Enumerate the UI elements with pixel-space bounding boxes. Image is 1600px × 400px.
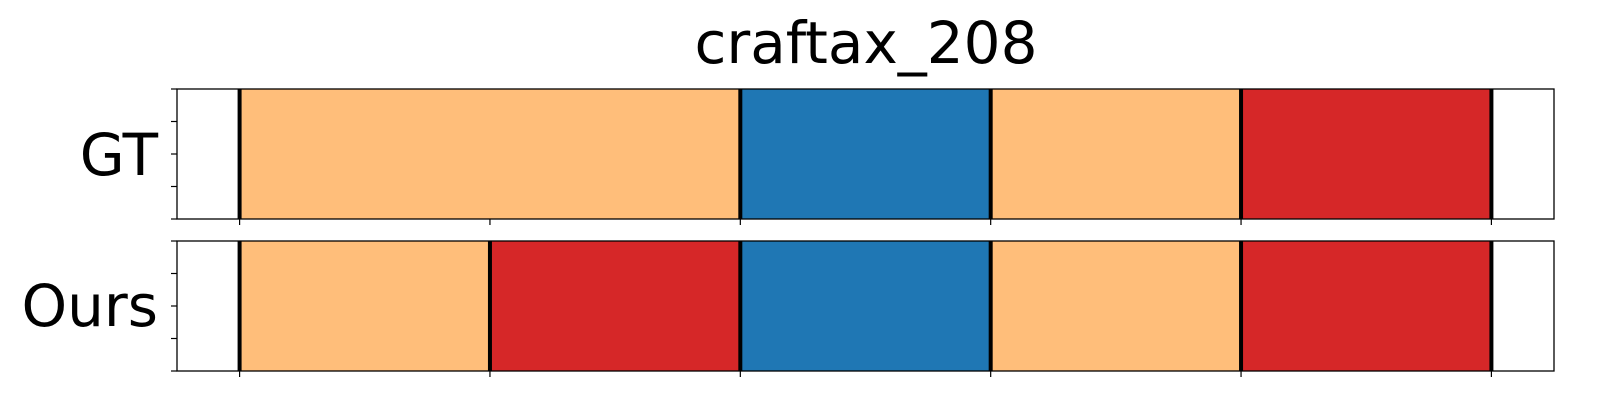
segment-3	[990, 89, 1242, 219]
row-label-ours: Ours	[22, 272, 158, 340]
segment-1	[239, 89, 741, 219]
segment-3	[740, 241, 991, 371]
plot-frame	[176, 88, 1555, 220]
segment-4	[1241, 89, 1492, 219]
row-label-gt: GT	[80, 121, 159, 189]
chart-title: craftax_208	[695, 9, 1038, 77]
gt-plot-area	[171, 88, 1555, 225]
segment-5	[1241, 241, 1492, 371]
plot-frame	[176, 240, 1555, 372]
ours-plot-area	[171, 240, 1555, 377]
segment-4	[990, 241, 1242, 371]
row-ours: Ours	[22, 240, 1555, 377]
segment-1	[239, 241, 490, 371]
row-gt: GT	[80, 88, 1555, 225]
segment-2	[489, 241, 741, 371]
segment-2	[740, 89, 991, 219]
